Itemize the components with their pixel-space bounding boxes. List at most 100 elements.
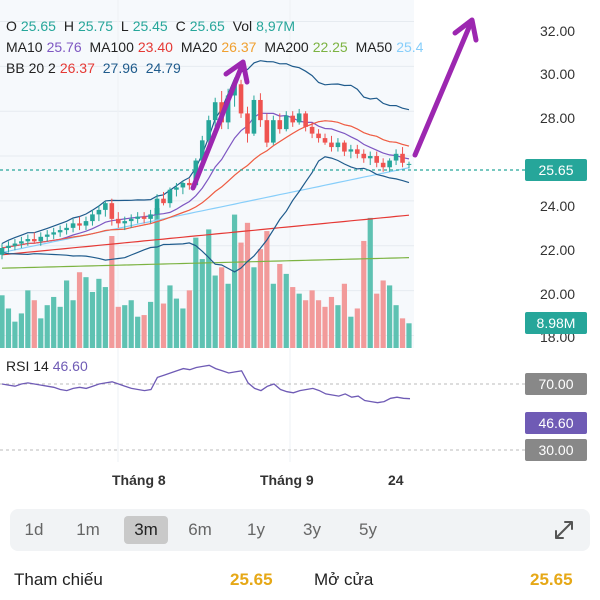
- candle: [374, 151, 379, 168]
- rsi-readout: RSI 14 46.60: [6, 358, 88, 374]
- high-label: H: [63, 18, 74, 34]
- volume-bar: [315, 300, 322, 348]
- volume-bar: [251, 267, 257, 348]
- bb-label: BB 20 2: [6, 60, 56, 76]
- volume-bar: [393, 305, 399, 348]
- volume-bar: [361, 240, 367, 348]
- volume-bar: [270, 283, 276, 348]
- volume-bar: [277, 264, 283, 348]
- ma20-value: 26.37: [221, 39, 257, 55]
- candle: [167, 187, 173, 208]
- volume-tag: 8.98M: [525, 312, 587, 334]
- candle: [90, 209, 95, 226]
- volume-bar: [70, 300, 76, 348]
- ma50-line: [1, 167, 410, 254]
- candle: [161, 191, 166, 206]
- candle: [206, 115, 212, 145]
- tab-5y[interactable]: 5y: [359, 520, 377, 539]
- volume-bar: [264, 231, 270, 348]
- candle: [329, 135, 334, 152]
- open-value-wrap: 25.65: [530, 570, 573, 590]
- open-price: Mở cửa: [314, 570, 373, 590]
- candle: [258, 93, 263, 127]
- rsi-pane: [0, 364, 525, 451]
- ohlc-readout: O 25.65 H 25.75 L 25.45 C 25.65 Vol 8,97M: [6, 18, 299, 34]
- candle: [109, 198, 115, 226]
- candle: [251, 95, 257, 136]
- candle: [180, 180, 186, 195]
- volume-bar: [387, 285, 393, 348]
- volume-bar: [367, 217, 373, 348]
- ma200-line: [1, 257, 410, 269]
- volume-bar: [0, 295, 5, 348]
- tab-1m[interactable]: 1m: [76, 520, 100, 539]
- candle: [400, 147, 405, 168]
- candle: [355, 144, 360, 159]
- ma100-value: 23.40: [137, 39, 173, 55]
- candle: [406, 161, 412, 169]
- candle: [38, 232, 44, 246]
- candle: [70, 218, 76, 233]
- volume-bar: [51, 296, 57, 348]
- ma100-line: [1, 214, 410, 256]
- open-label: O: [6, 18, 17, 34]
- ma200-value: 22.25: [312, 39, 348, 55]
- price-chart[interactable]: [0, 0, 600, 495]
- candle: [322, 133, 328, 145]
- rsi-30-tag: 30.00: [525, 439, 587, 461]
- price-axis-label: 20.00: [540, 286, 576, 302]
- volume-label: Vol: [232, 18, 253, 34]
- volume-bar: [186, 290, 192, 348]
- price-axis-label: 30.00: [540, 66, 576, 82]
- candle: [393, 149, 399, 166]
- volume-bar: [160, 303, 167, 348]
- price-axis-label: 22.00: [540, 242, 576, 258]
- low-label: L: [120, 18, 129, 34]
- volume-bars: [0, 208, 412, 348]
- candle: [64, 223, 69, 235]
- tab-3y[interactable]: 3y: [303, 520, 321, 539]
- tab-1y[interactable]: 1y: [247, 520, 265, 539]
- volume-bar: [322, 306, 328, 348]
- candle: [25, 234, 31, 246]
- candle: [367, 151, 373, 166]
- candle: [283, 111, 289, 132]
- volume-bar: [12, 321, 18, 348]
- candle: [342, 140, 347, 157]
- volume-bar: [25, 290, 31, 348]
- close-label: C: [175, 18, 186, 34]
- last-price-tag: 25.65: [525, 159, 587, 181]
- candle: [51, 227, 56, 240]
- close-value: 25.65: [189, 18, 225, 34]
- ma20-label: MA20: [180, 39, 218, 55]
- candle: [154, 194, 160, 219]
- open-price-label: Mở cửa: [314, 570, 374, 589]
- volume-bar: [283, 273, 289, 348]
- bb-upper-line: [1, 60, 410, 245]
- volume-bar: [180, 308, 186, 348]
- volume-bar: [44, 305, 50, 348]
- reference-value-wrap: 25.65: [230, 570, 273, 590]
- volume-bar: [31, 300, 37, 348]
- volume-value: 8,97M: [256, 18, 296, 34]
- candle: [316, 129, 321, 143]
- rsi-label: RSI 14: [6, 358, 49, 374]
- volume-bar: [354, 308, 360, 348]
- candle: [174, 182, 179, 197]
- indicator-lines: [1, 60, 410, 273]
- bb-mid-value: 27.96: [102, 60, 138, 76]
- volume-bar: [122, 305, 128, 348]
- candle: [335, 138, 341, 152]
- tab-1d[interactable]: 1d: [24, 520, 44, 539]
- tab-6m[interactable]: 6m: [188, 520, 212, 539]
- time-axis-label: Tháng 8: [112, 472, 166, 488]
- candle: [96, 205, 102, 222]
- volume-bar: [206, 229, 212, 348]
- expand-icon[interactable]: [552, 518, 576, 542]
- tab-3m[interactable]: 3m: [124, 516, 168, 544]
- volume-bar: [341, 283, 347, 348]
- candles: [0, 77, 412, 260]
- volume-bar: [64, 280, 70, 348]
- volume-bar: [406, 323, 412, 348]
- time-axis-label: 24: [388, 472, 404, 488]
